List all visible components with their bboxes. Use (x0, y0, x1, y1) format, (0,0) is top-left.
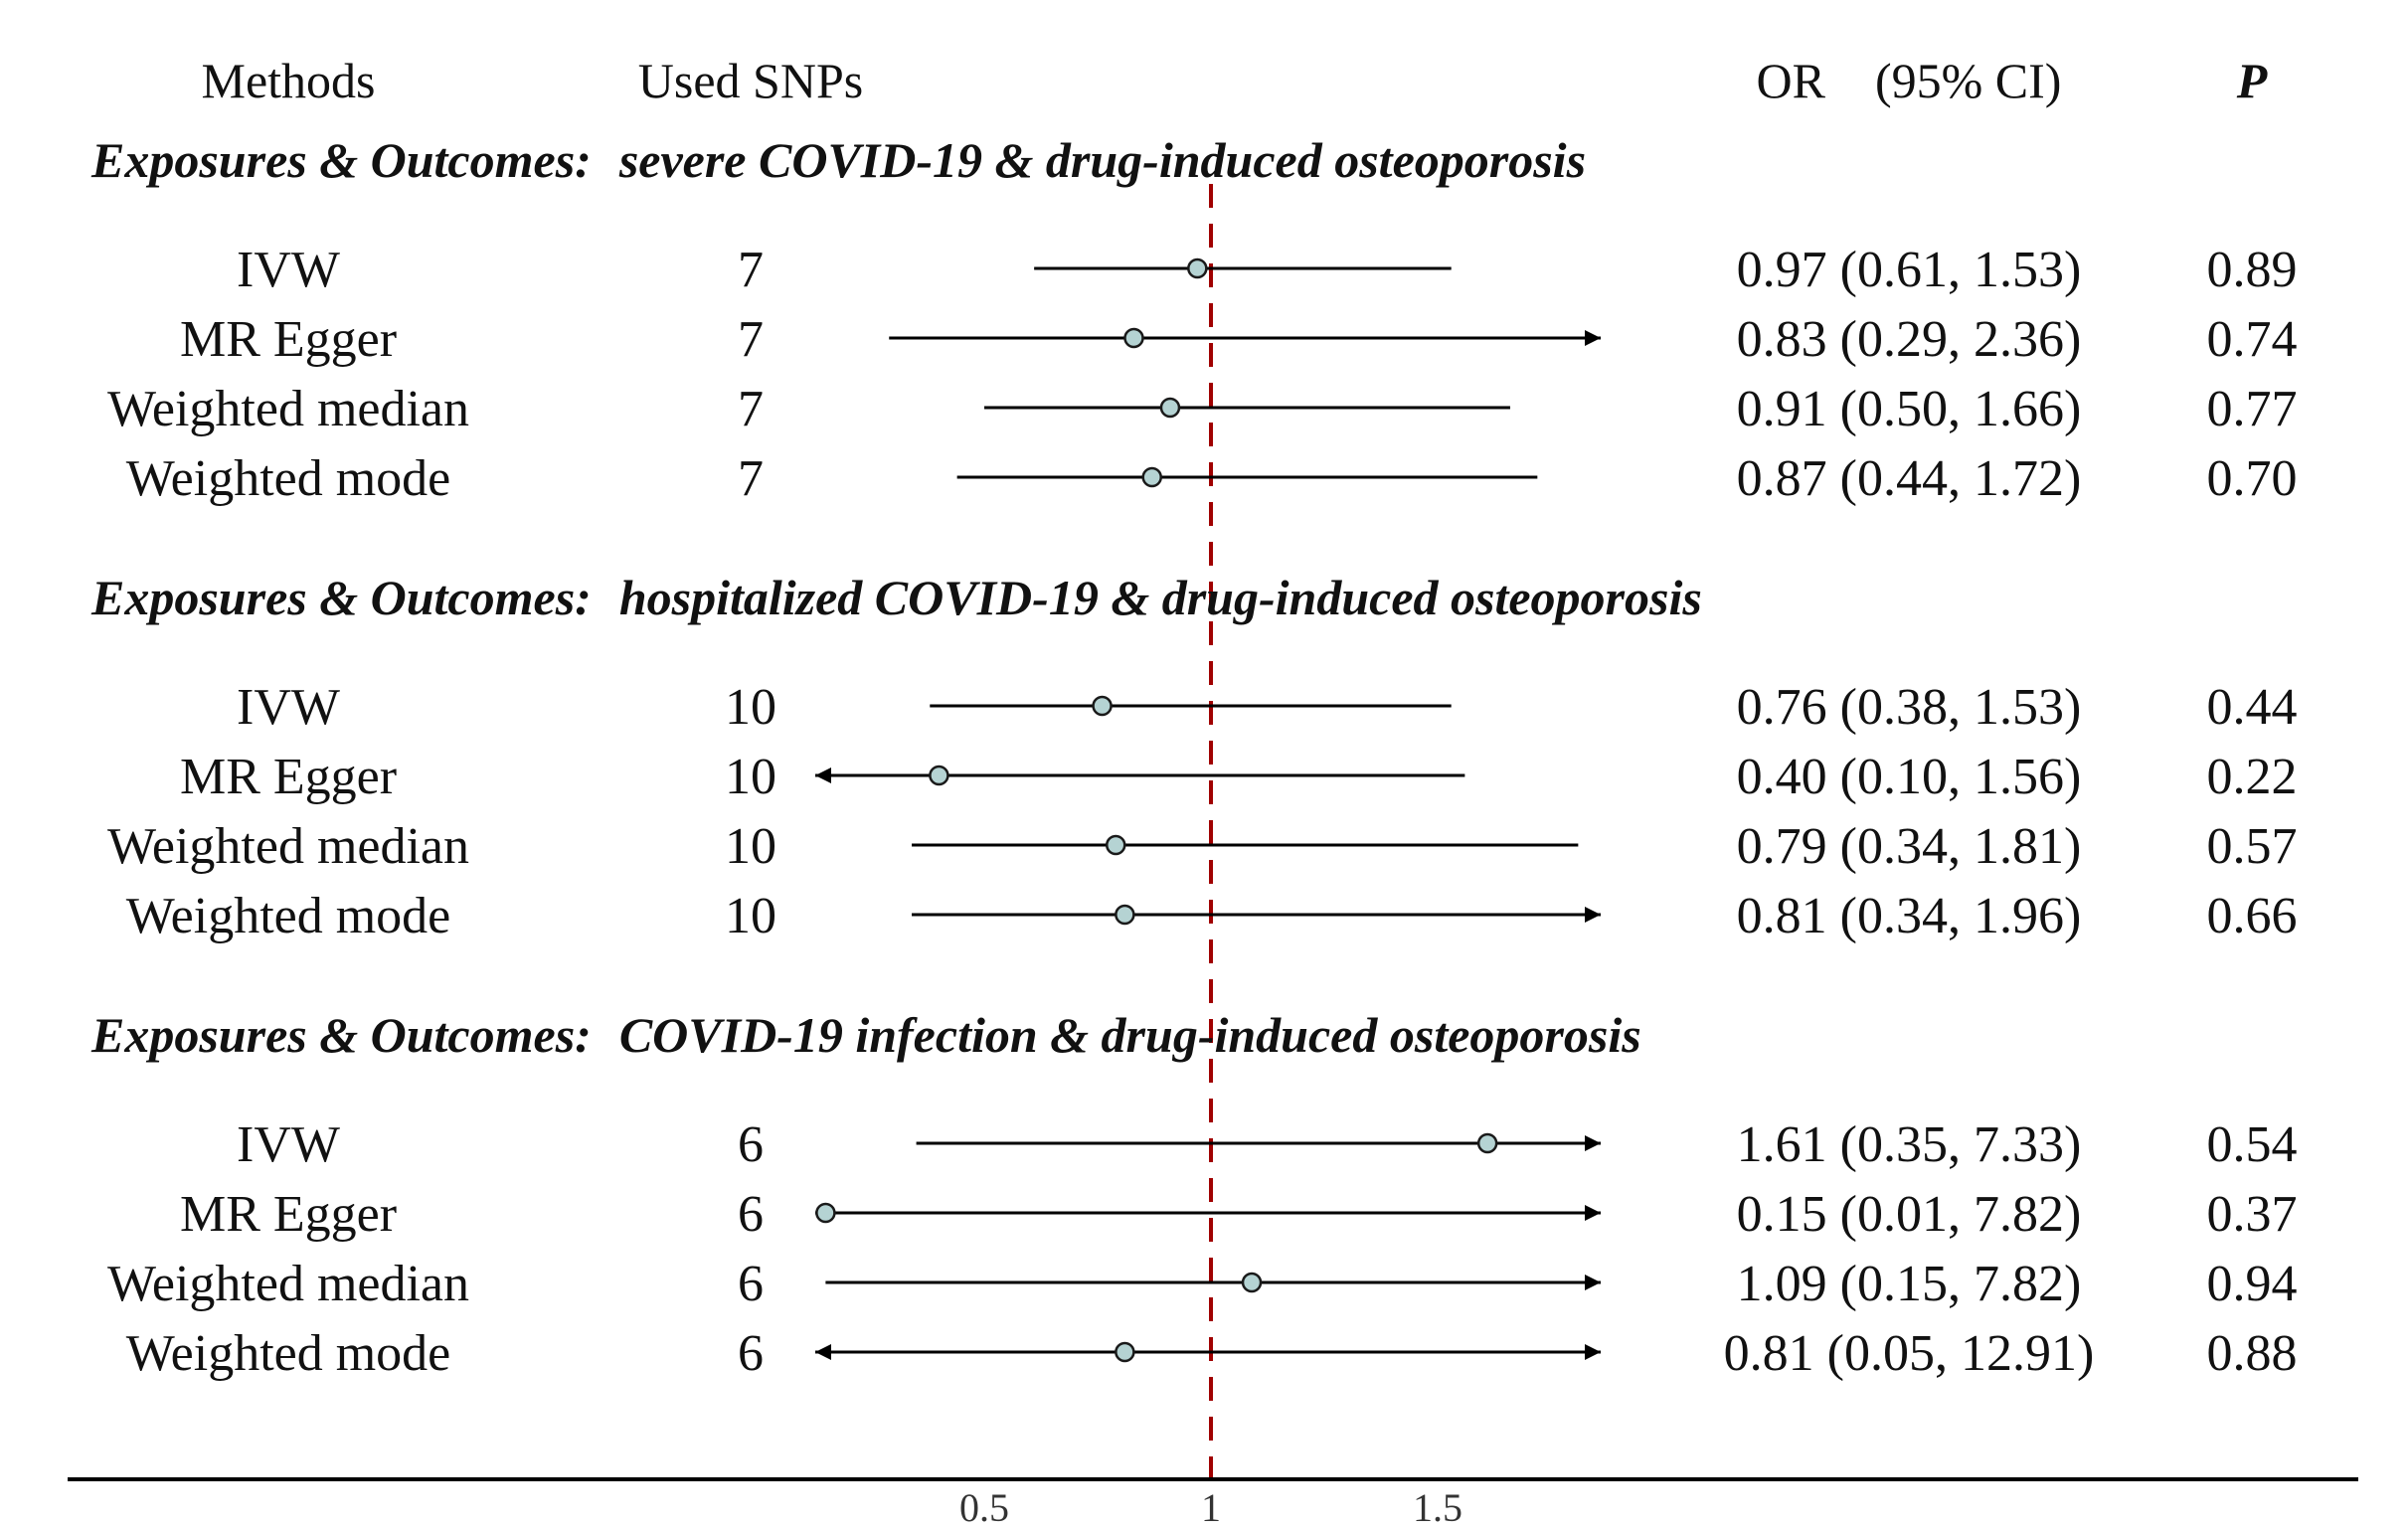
group-title-text: hospitalized COVID-19 & drug-induced ost… (619, 570, 1702, 625)
point-estimate (1159, 397, 1181, 419)
group-title: Exposures & Outcomes: severe COVID-19 & d… (90, 132, 1586, 188)
snp-count: 7 (738, 242, 764, 298)
point-estimate (815, 1202, 836, 1224)
or-ci-value: 1.09 (0.15, 7.82) (1737, 1256, 2082, 1312)
snp-count: 10 (725, 888, 776, 944)
point-estimate (1105, 834, 1126, 856)
ci-arrow-right (1585, 907, 1601, 923)
group-title-prefix: Exposures & Outcomes: (90, 132, 592, 188)
point-estimate (1092, 695, 1113, 717)
ci-arrow-right (1585, 1275, 1601, 1290)
or-ci-value: 0.79 (0.34, 1.81) (1737, 818, 2082, 875)
group-title: Exposures & Outcomes: COVID-19 infection … (90, 1007, 1641, 1063)
snp-count: 7 (738, 450, 764, 507)
or-ci-value: 0.87 (0.44, 1.72) (1737, 450, 2082, 507)
or-ci-value: 0.40 (0.10, 1.56) (1737, 749, 2082, 805)
group-title-prefix: Exposures & Outcomes: (90, 1007, 592, 1063)
x-tick-label: 1 (1201, 1485, 1221, 1530)
group-title-prefix: Exposures & Outcomes: (90, 570, 592, 625)
or-ci-value: 0.76 (0.38, 1.53) (1737, 679, 2082, 736)
snp-count: 6 (738, 1186, 764, 1243)
point-estimate (1187, 257, 1208, 279)
method-label: IVW (237, 242, 340, 298)
or-ci-value: 0.97 (0.61, 1.53) (1737, 242, 2082, 298)
header-used-snps: Used SNPs (638, 53, 863, 108)
or-ci-value: 1.61 (0.35, 7.33) (1737, 1116, 2082, 1173)
ci-arrow-right (1585, 1344, 1601, 1360)
p-value: 0.74 (2207, 311, 2298, 368)
ci-arrow-left (815, 767, 831, 783)
p-value: 0.66 (2207, 888, 2298, 944)
point-estimate (1476, 1132, 1498, 1154)
or-ci-value: 0.15 (0.01, 7.82) (1737, 1186, 2082, 1243)
group-title-text: COVID-19 infection & drug-induced osteop… (619, 1007, 1641, 1063)
x-tick-label: 1.5 (1413, 1485, 1462, 1530)
header-p: P (2236, 53, 2268, 108)
method-label: IVW (237, 1116, 340, 1173)
point-estimate (1123, 327, 1144, 349)
or-ci-value: 0.81 (0.34, 1.96) (1737, 888, 2082, 944)
method-label: Weighted median (107, 1256, 469, 1312)
p-value: 0.94 (2207, 1256, 2298, 1312)
method-label: Weighted median (107, 381, 469, 437)
method-label: Weighted median (107, 818, 469, 875)
x-tick-label: 0.5 (959, 1485, 1009, 1530)
or-ci-value: 0.91 (0.50, 1.66) (1737, 381, 2082, 437)
snp-count: 10 (725, 818, 776, 875)
snp-count: 7 (738, 311, 764, 368)
snp-count: 6 (738, 1116, 764, 1173)
ci-arrow-right (1585, 1135, 1601, 1151)
p-value: 0.44 (2207, 679, 2298, 736)
method-label: MR Egger (180, 749, 397, 805)
point-estimate (1115, 1341, 1135, 1363)
ci-arrow-right (1585, 330, 1601, 346)
method-label: MR Egger (180, 1186, 397, 1243)
snp-count: 10 (725, 679, 776, 736)
group-title-text: severe COVID-19 & drug-induced osteoporo… (618, 132, 1586, 188)
point-estimate (1241, 1272, 1263, 1293)
method-label: MR Egger (180, 311, 397, 368)
p-value: 0.88 (2207, 1325, 2298, 1382)
ci-arrow-left (815, 1344, 831, 1360)
plot-layer: Exposures & Outcomes: severe COVID-19 & d… (68, 132, 2358, 1530)
snp-count: 6 (738, 1256, 764, 1312)
point-estimate (1115, 904, 1135, 926)
snp-count: 6 (738, 1325, 764, 1382)
p-value: 0.37 (2207, 1186, 2298, 1243)
snp-count: 10 (725, 749, 776, 805)
point-estimate (1141, 466, 1162, 488)
method-label: IVW (237, 679, 340, 736)
method-label: Weighted mode (126, 888, 451, 944)
header-or-ci: OR (95% CI) (1757, 53, 2062, 108)
p-value: 0.89 (2207, 242, 2298, 298)
method-label: Weighted mode (126, 450, 451, 507)
p-value: 0.54 (2207, 1116, 2298, 1173)
p-value: 0.57 (2207, 818, 2298, 875)
p-value: 0.77 (2207, 381, 2298, 437)
method-label: Weighted mode (126, 1325, 451, 1382)
point-estimate (929, 765, 949, 786)
header-methods: Methods (202, 53, 376, 108)
or-ci-value: 0.81 (0.05, 12.91) (1724, 1325, 2095, 1382)
or-ci-value: 0.83 (0.29, 2.36) (1737, 311, 2082, 368)
ci-arrow-right (1585, 1205, 1601, 1221)
group-title: Exposures & Outcomes: hospitalized COVID-… (90, 570, 1702, 625)
p-value: 0.70 (2207, 450, 2298, 507)
snp-count: 7 (738, 381, 764, 437)
p-value: 0.22 (2207, 749, 2298, 805)
